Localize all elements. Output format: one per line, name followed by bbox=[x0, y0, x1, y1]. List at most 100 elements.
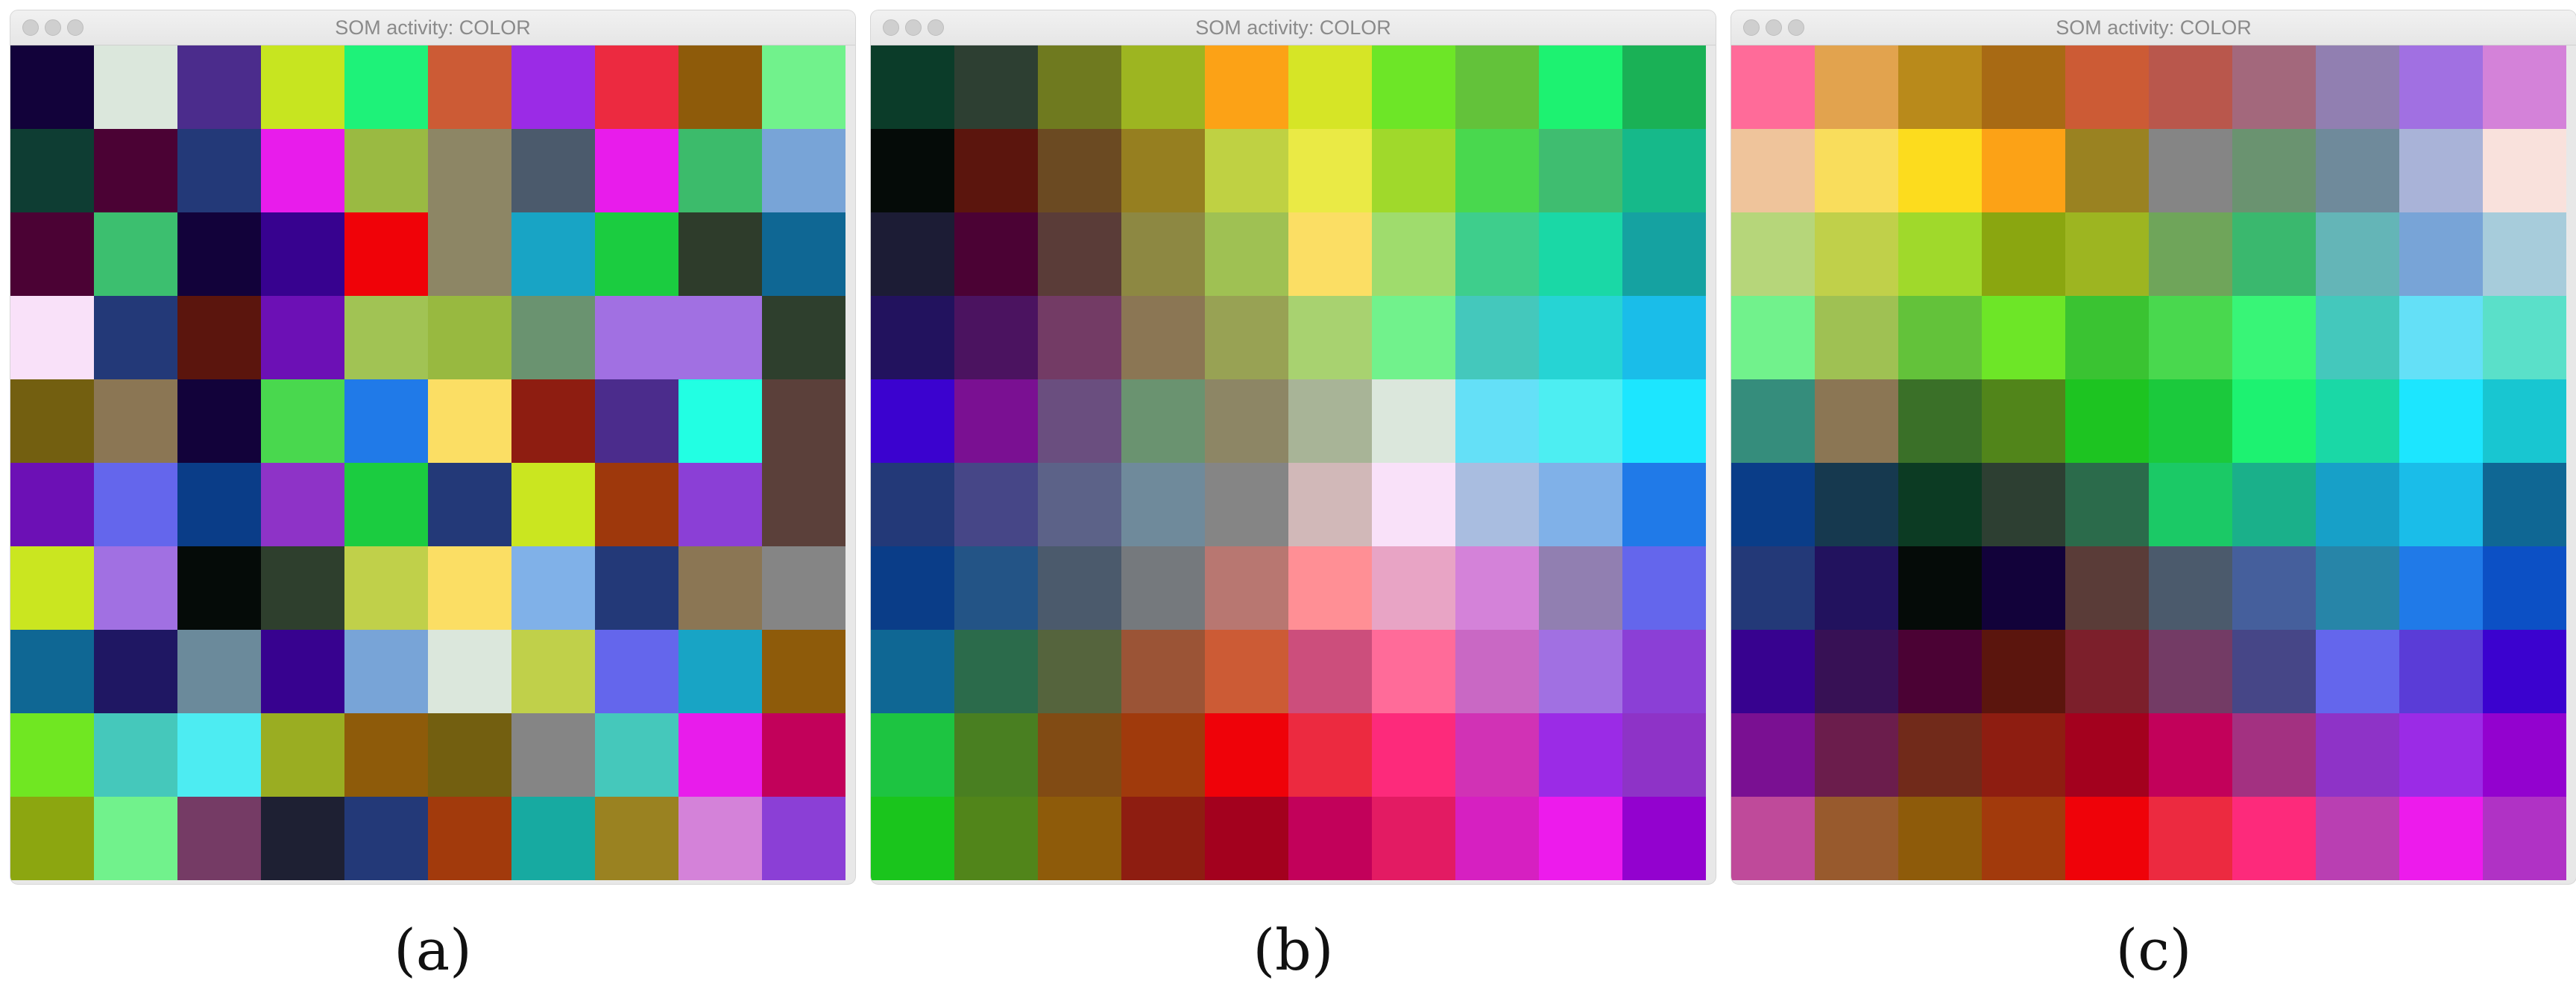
som-cell bbox=[511, 797, 595, 880]
som-cell bbox=[2483, 797, 2566, 880]
som-cell bbox=[871, 630, 954, 713]
zoom-window-button[interactable] bbox=[1788, 19, 1804, 36]
minimize-window-button[interactable] bbox=[905, 19, 922, 36]
som-cell bbox=[511, 129, 595, 212]
close-window-button[interactable] bbox=[22, 19, 39, 36]
som-cell bbox=[1622, 546, 1706, 630]
som-cell bbox=[2149, 379, 2232, 463]
som-cell bbox=[2316, 212, 2399, 296]
som-cell bbox=[762, 379, 845, 463]
som-cell bbox=[595, 45, 678, 129]
panel-caption: (b) bbox=[1253, 917, 1334, 983]
som-cell bbox=[1815, 379, 1898, 463]
som-cell bbox=[1731, 463, 1815, 546]
som-cell bbox=[2149, 713, 2232, 797]
som-cell bbox=[1038, 630, 1121, 713]
som-cell bbox=[344, 546, 428, 630]
som-cell bbox=[344, 212, 428, 296]
som-cell bbox=[1205, 129, 1288, 212]
som-cell bbox=[2316, 463, 2399, 546]
som-cell bbox=[261, 212, 344, 296]
som-cell bbox=[344, 129, 428, 212]
som-cell bbox=[2232, 129, 2316, 212]
som-cell bbox=[1815, 296, 1898, 379]
minimize-window-button[interactable] bbox=[45, 19, 61, 36]
som-cell bbox=[1455, 797, 1539, 880]
som-cell bbox=[1121, 45, 1205, 129]
som-cell bbox=[511, 212, 595, 296]
zoom-window-button[interactable] bbox=[928, 19, 944, 36]
som-cell bbox=[1539, 713, 1622, 797]
window-titlebar[interactable]: SOM activity: COLOR bbox=[10, 10, 855, 45]
som-cell bbox=[2065, 713, 2149, 797]
som-cell bbox=[261, 45, 344, 129]
som-cell bbox=[762, 463, 845, 546]
som-cell bbox=[344, 630, 428, 713]
som-cell bbox=[344, 713, 428, 797]
som-cell bbox=[1288, 129, 1372, 212]
zoom-window-button[interactable] bbox=[67, 19, 84, 36]
som-cell bbox=[678, 379, 762, 463]
som-cell bbox=[511, 546, 595, 630]
som-cell bbox=[871, 546, 954, 630]
som-color-grid bbox=[10, 45, 845, 880]
som-cell bbox=[511, 713, 595, 797]
som-cell bbox=[1038, 463, 1121, 546]
som-cell bbox=[871, 797, 954, 880]
som-cell bbox=[1038, 797, 1121, 880]
som-cell bbox=[261, 797, 344, 880]
som-window: SOM activity: COLOR bbox=[10, 10, 855, 884]
som-cell bbox=[1539, 45, 1622, 129]
window-title: SOM activity: COLOR bbox=[1195, 16, 1391, 39]
window-titlebar[interactable]: SOM activity: COLOR bbox=[1731, 10, 2576, 45]
som-cell bbox=[177, 630, 261, 713]
som-cell bbox=[1982, 45, 2065, 129]
som-cell bbox=[1288, 379, 1372, 463]
som-cell bbox=[1539, 379, 1622, 463]
som-cell bbox=[1121, 713, 1205, 797]
som-cell bbox=[1731, 379, 1815, 463]
som-cell bbox=[871, 379, 954, 463]
som-cell bbox=[1982, 630, 2065, 713]
som-cell bbox=[2065, 212, 2149, 296]
close-window-button[interactable] bbox=[1743, 19, 1760, 36]
som-cell bbox=[1539, 212, 1622, 296]
som-cell bbox=[2399, 546, 2483, 630]
som-cell bbox=[2399, 212, 2483, 296]
window-titlebar[interactable]: SOM activity: COLOR bbox=[871, 10, 1716, 45]
som-cell bbox=[261, 630, 344, 713]
som-cell bbox=[1539, 797, 1622, 880]
som-cell bbox=[1539, 296, 1622, 379]
som-cell bbox=[261, 463, 344, 546]
som-cell bbox=[2232, 630, 2316, 713]
som-cell bbox=[1898, 379, 1982, 463]
som-cell bbox=[1539, 630, 1622, 713]
som-cell bbox=[10, 546, 94, 630]
som-cell bbox=[1815, 630, 1898, 713]
som-cell bbox=[94, 212, 177, 296]
som-cell bbox=[1205, 379, 1288, 463]
som-cell bbox=[1539, 546, 1622, 630]
som-cell bbox=[428, 463, 511, 546]
som-cell bbox=[94, 463, 177, 546]
som-cell bbox=[1622, 296, 1706, 379]
som-cell bbox=[2483, 296, 2566, 379]
minimize-window-button[interactable] bbox=[1766, 19, 1782, 36]
som-cell bbox=[261, 129, 344, 212]
som-cell bbox=[428, 630, 511, 713]
som-cell bbox=[177, 546, 261, 630]
som-cell bbox=[762, 546, 845, 630]
close-window-button[interactable] bbox=[883, 19, 899, 36]
som-cell bbox=[428, 212, 511, 296]
som-cell bbox=[94, 129, 177, 212]
som-cell bbox=[2149, 45, 2232, 129]
som-cell bbox=[511, 45, 595, 129]
som-cell bbox=[1731, 713, 1815, 797]
som-cell bbox=[762, 129, 845, 212]
som-cell bbox=[762, 797, 845, 880]
som-cell bbox=[678, 463, 762, 546]
som-cell bbox=[2483, 212, 2566, 296]
som-cell bbox=[177, 797, 261, 880]
som-cell bbox=[1982, 379, 2065, 463]
som-cell bbox=[2149, 797, 2232, 880]
